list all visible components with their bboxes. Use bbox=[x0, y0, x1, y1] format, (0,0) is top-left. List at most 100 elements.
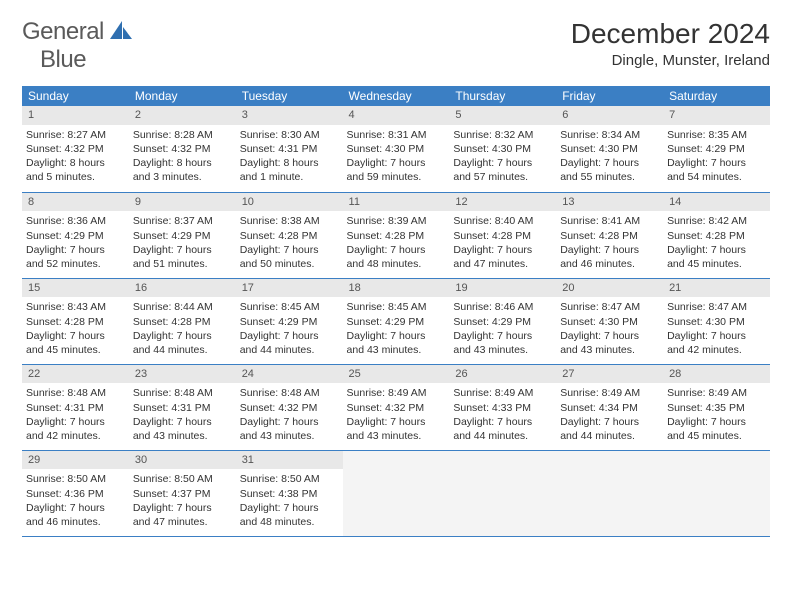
sunrise-text: Sunrise: 8:50 AM bbox=[26, 472, 125, 486]
sunrise-text: Sunrise: 8:31 AM bbox=[347, 128, 446, 142]
day-details: Sunrise: 8:31 AMSunset: 4:30 PMDaylight:… bbox=[343, 125, 450, 188]
sunset-text: Sunset: 4:33 PM bbox=[453, 401, 552, 415]
sunset-text: Sunset: 4:28 PM bbox=[26, 315, 125, 329]
sunrise-text: Sunrise: 8:42 AM bbox=[667, 214, 766, 228]
day-details: Sunrise: 8:50 AMSunset: 4:36 PMDaylight:… bbox=[22, 469, 129, 532]
day-details: Sunrise: 8:47 AMSunset: 4:30 PMDaylight:… bbox=[663, 297, 770, 360]
calendar-week-row: 8Sunrise: 8:36 AMSunset: 4:29 PMDaylight… bbox=[22, 192, 770, 278]
sunset-text: Sunset: 4:30 PM bbox=[667, 315, 766, 329]
sunset-text: Sunset: 4:36 PM bbox=[26, 487, 125, 501]
calendar-day-cell bbox=[663, 450, 770, 536]
day-number: 2 bbox=[129, 106, 236, 125]
sunrise-text: Sunrise: 8:46 AM bbox=[453, 300, 552, 314]
sunset-text: Sunset: 4:28 PM bbox=[133, 315, 232, 329]
day-number: 22 bbox=[22, 365, 129, 384]
day-details: Sunrise: 8:32 AMSunset: 4:30 PMDaylight:… bbox=[449, 125, 556, 188]
sunrise-text: Sunrise: 8:48 AM bbox=[26, 386, 125, 400]
day-number: 16 bbox=[129, 279, 236, 298]
calendar-week-row: 15Sunrise: 8:43 AMSunset: 4:28 PMDayligh… bbox=[22, 278, 770, 364]
sunset-text: Sunset: 4:37 PM bbox=[133, 487, 232, 501]
daylight-text: Daylight: 7 hours and 44 minutes. bbox=[133, 329, 232, 357]
day-details: Sunrise: 8:30 AMSunset: 4:31 PMDaylight:… bbox=[236, 125, 343, 188]
daylight-text: Daylight: 7 hours and 43 minutes. bbox=[347, 415, 446, 443]
day-number: 4 bbox=[343, 106, 450, 125]
sunset-text: Sunset: 4:32 PM bbox=[133, 142, 232, 156]
weekday-header: Monday bbox=[129, 86, 236, 106]
day-number: 10 bbox=[236, 193, 343, 212]
sunset-text: Sunset: 4:32 PM bbox=[240, 401, 339, 415]
day-number: 15 bbox=[22, 279, 129, 298]
daylight-text: Daylight: 7 hours and 42 minutes. bbox=[667, 329, 766, 357]
daylight-text: Daylight: 7 hours and 45 minutes. bbox=[26, 329, 125, 357]
sunset-text: Sunset: 4:32 PM bbox=[347, 401, 446, 415]
daylight-text: Daylight: 7 hours and 54 minutes. bbox=[667, 156, 766, 184]
day-details: Sunrise: 8:45 AMSunset: 4:29 PMDaylight:… bbox=[343, 297, 450, 360]
day-details: Sunrise: 8:35 AMSunset: 4:29 PMDaylight:… bbox=[663, 125, 770, 188]
day-number: 25 bbox=[343, 365, 450, 384]
sunset-text: Sunset: 4:28 PM bbox=[347, 229, 446, 243]
calendar-day-cell: 20Sunrise: 8:47 AMSunset: 4:30 PMDayligh… bbox=[556, 278, 663, 364]
day-number: 12 bbox=[449, 193, 556, 212]
sunrise-text: Sunrise: 8:49 AM bbox=[667, 386, 766, 400]
weekday-header: Saturday bbox=[663, 86, 770, 106]
day-number: 30 bbox=[129, 451, 236, 470]
weekday-header: Tuesday bbox=[236, 86, 343, 106]
daylight-text: Daylight: 7 hours and 52 minutes. bbox=[26, 243, 125, 271]
day-number: 28 bbox=[663, 365, 770, 384]
sunset-text: Sunset: 4:31 PM bbox=[133, 401, 232, 415]
sunset-text: Sunset: 4:28 PM bbox=[453, 229, 552, 243]
logo-word1: General bbox=[22, 18, 104, 45]
sunset-text: Sunset: 4:34 PM bbox=[560, 401, 659, 415]
calendar-day-cell: 15 Sunrise: 8:43 AMSunset: 4:28 PMDayligh… bbox=[22, 278, 129, 364]
sunset-text: Sunset: 4:29 PM bbox=[453, 315, 552, 329]
daylight-text: Daylight: 7 hours and 44 minutes. bbox=[240, 329, 339, 357]
sunset-text: Sunset: 4:38 PM bbox=[240, 487, 339, 501]
calendar-day-cell: 5Sunrise: 8:32 AMSunset: 4:30 PMDaylight… bbox=[449, 106, 556, 192]
calendar-day-cell: 3Sunrise: 8:30 AMSunset: 4:31 PMDaylight… bbox=[236, 106, 343, 192]
daylight-text: Daylight: 8 hours and 5 minutes. bbox=[26, 156, 125, 184]
sunrise-text: Sunrise: 8:34 AM bbox=[560, 128, 659, 142]
sunset-text: Sunset: 4:29 PM bbox=[26, 229, 125, 243]
day-details: Sunrise: 8:49 AMSunset: 4:35 PMDaylight:… bbox=[663, 383, 770, 446]
sunrise-text: Sunrise: 8:36 AM bbox=[26, 214, 125, 228]
sunrise-text: Sunrise: 8:45 AM bbox=[240, 300, 339, 314]
daylight-text: Daylight: 7 hours and 43 minutes. bbox=[133, 415, 232, 443]
calendar-week-row: 29Sunrise: 8:50 AMSunset: 4:36 PMDayligh… bbox=[22, 450, 770, 536]
calendar-day-cell: 10Sunrise: 8:38 AMSunset: 4:28 PMDayligh… bbox=[236, 192, 343, 278]
calendar-header-row: SundayMondayTuesdayWednesdayThursdayFrid… bbox=[22, 86, 770, 106]
calendar-day-cell: 26Sunrise: 8:49 AMSunset: 4:33 PMDayligh… bbox=[449, 364, 556, 450]
sunset-text: Sunset: 4:29 PM bbox=[240, 315, 339, 329]
location-text: Dingle, Munster, Ireland bbox=[571, 52, 770, 69]
calendar-day-cell: 30Sunrise: 8:50 AMSunset: 4:37 PMDayligh… bbox=[129, 450, 236, 536]
day-details: Sunrise: 8:37 AMSunset: 4:29 PMDaylight:… bbox=[129, 211, 236, 274]
day-details: Sunrise: 8:46 AMSunset: 4:29 PMDaylight:… bbox=[449, 297, 556, 360]
sunrise-text: Sunrise: 8:50 AM bbox=[240, 472, 339, 486]
day-number: 21 bbox=[663, 279, 770, 298]
calendar-day-cell: 4Sunrise: 8:31 AMSunset: 4:30 PMDaylight… bbox=[343, 106, 450, 192]
daylight-text: Daylight: 7 hours and 42 minutes. bbox=[26, 415, 125, 443]
weekday-header: Wednesday bbox=[343, 86, 450, 106]
sunrise-text: Sunrise: 8:49 AM bbox=[560, 386, 659, 400]
sunrise-text: Sunrise: 8:47 AM bbox=[667, 300, 766, 314]
sunset-text: Sunset: 4:29 PM bbox=[133, 229, 232, 243]
sunrise-text: Sunrise: 8:48 AM bbox=[240, 386, 339, 400]
daylight-text: Daylight: 7 hours and 48 minutes. bbox=[240, 501, 339, 529]
logo: General Blue bbox=[22, 18, 132, 74]
weekday-header: Friday bbox=[556, 86, 663, 106]
sunrise-text: Sunrise: 8:49 AM bbox=[347, 386, 446, 400]
sunset-text: Sunset: 4:31 PM bbox=[26, 401, 125, 415]
daylight-text: Daylight: 7 hours and 46 minutes. bbox=[560, 243, 659, 271]
sunset-text: Sunset: 4:29 PM bbox=[347, 315, 446, 329]
logo-sail-icon bbox=[110, 21, 132, 39]
day-details: Sunrise: 8:49 AMSunset: 4:33 PMDaylight:… bbox=[449, 383, 556, 446]
day-details: Sunrise: 8:39 AMSunset: 4:28 PMDaylight:… bbox=[343, 211, 450, 274]
sunset-text: Sunset: 4:35 PM bbox=[667, 401, 766, 415]
day-number: 31 bbox=[236, 451, 343, 470]
calendar-day-cell: 31 Sunrise: 8:50 AMSunset: 4:38 PMDayligh… bbox=[236, 450, 343, 536]
day-details: Sunrise: 8:45 AMSunset: 4:29 PMDaylight:… bbox=[236, 297, 343, 360]
month-title: December 2024 bbox=[571, 18, 770, 50]
day-number: 18 bbox=[343, 279, 450, 298]
day-number: 11 bbox=[343, 193, 450, 212]
daylight-text: Daylight: 7 hours and 47 minutes. bbox=[453, 243, 552, 271]
sunrise-text: Sunrise: 8:43 AM bbox=[26, 300, 125, 314]
